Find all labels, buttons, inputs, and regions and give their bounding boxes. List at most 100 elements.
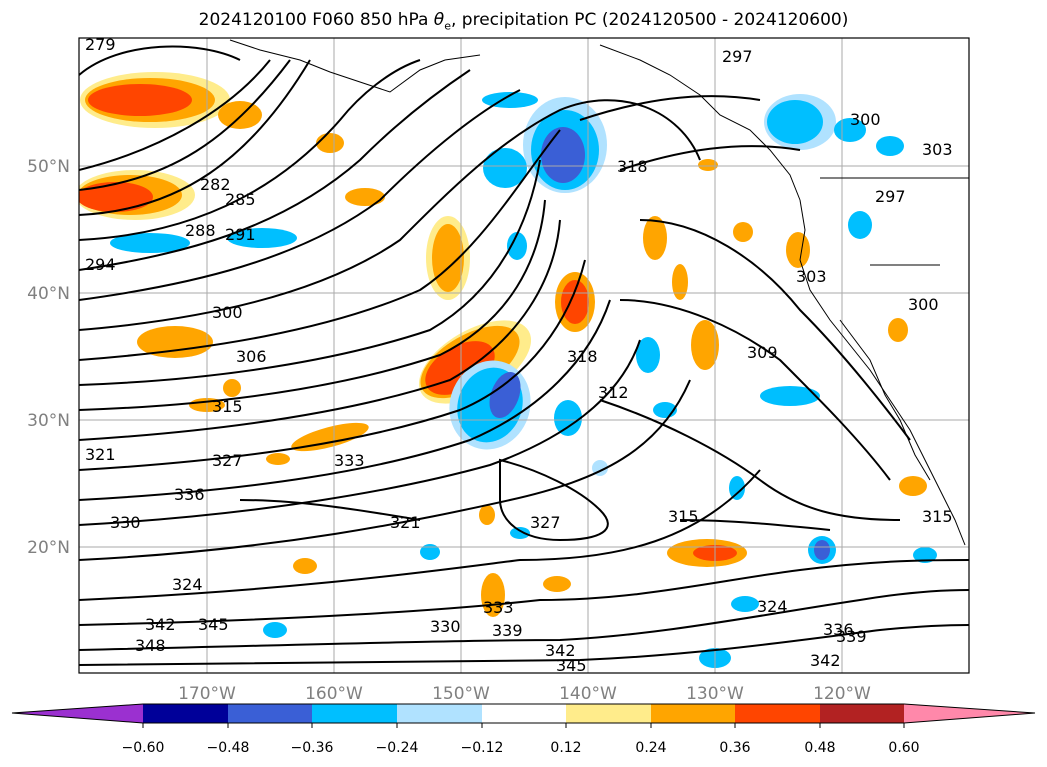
lat-tick-label: 30°N (27, 411, 70, 431)
chart-title: 2024120100 F060 850 hPa θe, precipitatio… (0, 10, 1047, 32)
precip-neg-blob (263, 622, 287, 638)
colorbar-bin (735, 704, 820, 723)
colorbar-tick-label: −0.36 (291, 740, 334, 756)
precip-pos-blob (643, 216, 667, 260)
contour-label: 291 (225, 225, 256, 244)
contour-label: 315 (668, 507, 699, 526)
precip-neg-blob (227, 228, 297, 248)
precip-pos-blob (543, 576, 571, 592)
precip-pos-blob (733, 222, 753, 242)
colorbar-tick-label: 0.48 (804, 740, 835, 756)
contour-label: 336 (823, 620, 854, 639)
precip-neg-blob (760, 386, 820, 406)
colorbar-bin (312, 704, 397, 723)
precip-neg-blob (541, 127, 585, 183)
colorbar: −0.60 −0.48 −0.36 −0.24 −0.12 0.12 0.24 … (11, 703, 1036, 756)
precip-pos-blob (561, 280, 589, 324)
contour-label: 321 (85, 445, 116, 464)
lon-tick-label: 150°W (432, 684, 490, 704)
lat-tick-label: 20°N (27, 538, 70, 558)
precip-neg-blob (420, 544, 440, 560)
contour-label: 339 (836, 627, 867, 646)
contour-label: 342 (810, 651, 841, 670)
precip-neg-blob (554, 400, 582, 436)
contour-label: 294 (85, 255, 116, 274)
colorbar-tick-label: 0.36 (719, 740, 750, 756)
contour-label: 330 (110, 513, 141, 532)
lat-tick-label: 50°N (27, 157, 70, 177)
colorbar-bin (566, 704, 651, 723)
precip-neg-blob (510, 527, 530, 539)
lon-tick-label: 120°W (813, 684, 871, 704)
contour-label: 282 (200, 175, 231, 194)
contour-label: 297 (722, 47, 753, 66)
contour-label: 318 (567, 347, 598, 366)
precip-shading (79, 72, 937, 668)
coastlines (229, 39, 969, 546)
contour-label: 324 (757, 597, 788, 616)
contour-label: 306 (236, 347, 267, 366)
contour-label: 345 (556, 656, 587, 675)
colorbar-tick-label: 0.60 (888, 740, 919, 756)
colorbar-bin (820, 704, 904, 723)
precip-pos-blob (786, 232, 810, 268)
precip-neg-blob (767, 100, 823, 144)
precip-neg-blob (731, 596, 759, 612)
contour-label: 327 (212, 451, 243, 470)
precip-pos-blob (672, 264, 688, 300)
precip-pos-blob (691, 320, 719, 370)
contour-label: 324 (172, 575, 203, 594)
precip-neg-blob (483, 148, 527, 188)
colorbar-over-triangle (904, 704, 1035, 723)
contour-label: 279 (85, 35, 116, 54)
precip-pos-blob (479, 505, 495, 525)
colorbar-bin (651, 704, 735, 723)
contour-label: 333 (334, 451, 365, 470)
lat-tick-label: 40°N (27, 284, 70, 304)
theta-e-contours (79, 45, 969, 666)
title-prefix: 2024120100 F060 850 hPa (198, 10, 434, 30)
title-suffix: , precipitation PC (2024120500 - 2024120… (450, 10, 849, 30)
precip-pos-blob (293, 558, 317, 574)
contour-label: 348 (135, 636, 166, 655)
precip-neg-blob (814, 540, 830, 560)
contour-label: 285 (225, 190, 256, 209)
precip-pos-blob (223, 379, 241, 397)
precip-pos-blob (291, 422, 369, 452)
precip-neg-blob (507, 232, 527, 260)
precip-pos-blob (266, 453, 290, 465)
title-theta-subscript: e (444, 19, 451, 33)
contour-label: 327 (530, 513, 561, 532)
colorbar-bin (482, 704, 566, 723)
precip-neg-blob (848, 211, 872, 239)
lon-tick-label: 140°W (559, 684, 617, 704)
contour-label: 312 (598, 383, 629, 402)
precip-pos-blob (79, 182, 153, 212)
contour-label: 300 (850, 110, 881, 129)
title-theta-symbol: θ (433, 10, 445, 30)
colorbar-tick-label: −0.24 (376, 740, 419, 756)
contour-label: 345 (198, 615, 229, 634)
precip-pos-blob (698, 159, 718, 171)
contour-label: 300 (908, 295, 939, 314)
lon-tick-label: 130°W (686, 684, 744, 704)
contour-labels: 279 282 285 288 291 294 297 297 300 300 … (85, 35, 953, 675)
contour-label: 315 (922, 507, 953, 526)
lon-tick-labels: 170°W 160°W 150°W 140°W 130°W 120°W (178, 684, 871, 704)
colorbar-tick-label: 0.24 (635, 740, 666, 756)
contour-label: 309 (747, 343, 778, 362)
contour-label: 330 (430, 617, 461, 636)
contour-label: 342 (545, 641, 576, 660)
colorbar-tick-label: −0.12 (461, 740, 504, 756)
contour-label: 318 (617, 157, 648, 176)
contour-label: 315 (212, 397, 243, 416)
colorbar-bin (228, 704, 312, 723)
colorbar-tick-label: −0.48 (207, 740, 250, 756)
contour-label: 288 (185, 221, 216, 240)
colorbar-bin (397, 704, 482, 723)
precip-pos-blob (888, 318, 908, 342)
precip-neg-blob (110, 233, 190, 253)
precip-neg-blob (729, 476, 745, 500)
precip-neg-blob (636, 337, 660, 373)
